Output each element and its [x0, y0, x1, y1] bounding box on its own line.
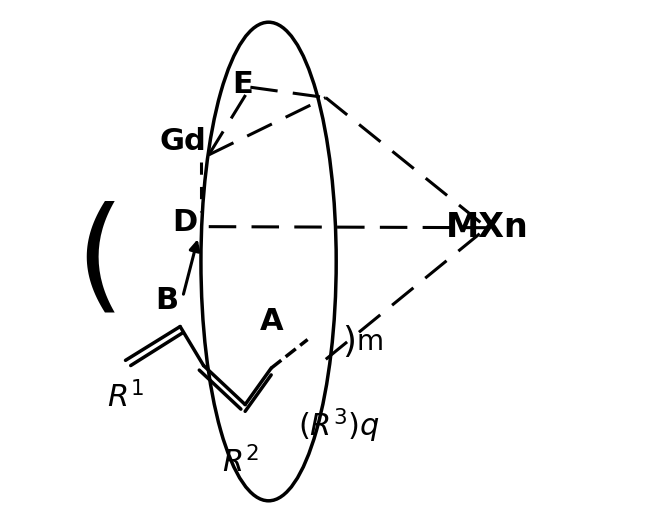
Text: E: E [232, 70, 253, 99]
Text: ): ) [342, 325, 356, 359]
Text: B: B [156, 286, 179, 315]
Text: Gd: Gd [160, 127, 206, 156]
Text: D: D [173, 208, 198, 237]
Text: A: A [260, 307, 283, 336]
Text: m: m [356, 328, 383, 356]
Text: $R^1$: $R^1$ [107, 381, 144, 413]
Text: (: ( [75, 201, 124, 322]
Text: $(R^3)q$: $(R^3)q$ [298, 406, 380, 445]
Text: MXn: MXn [446, 211, 528, 244]
Text: $R^2$: $R^2$ [222, 446, 258, 478]
